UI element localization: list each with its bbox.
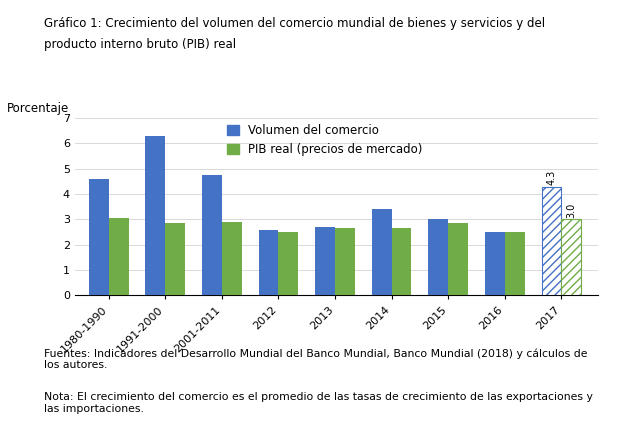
Text: Fuentes: Indicadores del Desarrollo Mundial del Banco Mundial, Banco Mundial (20: Fuentes: Indicadores del Desarrollo Mund… bbox=[44, 348, 587, 370]
Text: Nota: El crecimiento del comercio es el promedio de las tasas de crecimiento de : Nota: El crecimiento del comercio es el … bbox=[44, 392, 592, 414]
Bar bbox=[392, 228, 411, 295]
Bar bbox=[222, 222, 242, 295]
Bar bbox=[372, 209, 392, 295]
Bar bbox=[278, 232, 298, 295]
Bar bbox=[505, 232, 525, 295]
Bar bbox=[315, 227, 335, 295]
Bar bbox=[202, 175, 222, 295]
Text: 4.3: 4.3 bbox=[546, 170, 556, 185]
Text: producto interno bruto (PIB) real: producto interno bruto (PIB) real bbox=[44, 38, 235, 51]
Bar bbox=[259, 230, 278, 295]
Legend: Volumen del comercio, PIB real (precios de mercado): Volumen del comercio, PIB real (precios … bbox=[227, 124, 423, 156]
Text: 3.0: 3.0 bbox=[566, 203, 576, 218]
Text: Gráfico 1: Crecimiento del volumen del comercio mundial de bienes y servicios y : Gráfico 1: Crecimiento del volumen del c… bbox=[44, 17, 545, 30]
Bar bbox=[561, 219, 581, 295]
Text: Porcentaje: Porcentaje bbox=[7, 102, 69, 115]
Bar bbox=[108, 218, 128, 295]
Bar bbox=[541, 187, 561, 295]
Bar bbox=[448, 223, 468, 295]
Bar bbox=[429, 219, 448, 295]
Bar bbox=[146, 136, 165, 295]
Bar bbox=[335, 228, 355, 295]
Bar bbox=[165, 223, 185, 295]
Bar bbox=[89, 179, 108, 295]
Bar bbox=[485, 232, 505, 295]
